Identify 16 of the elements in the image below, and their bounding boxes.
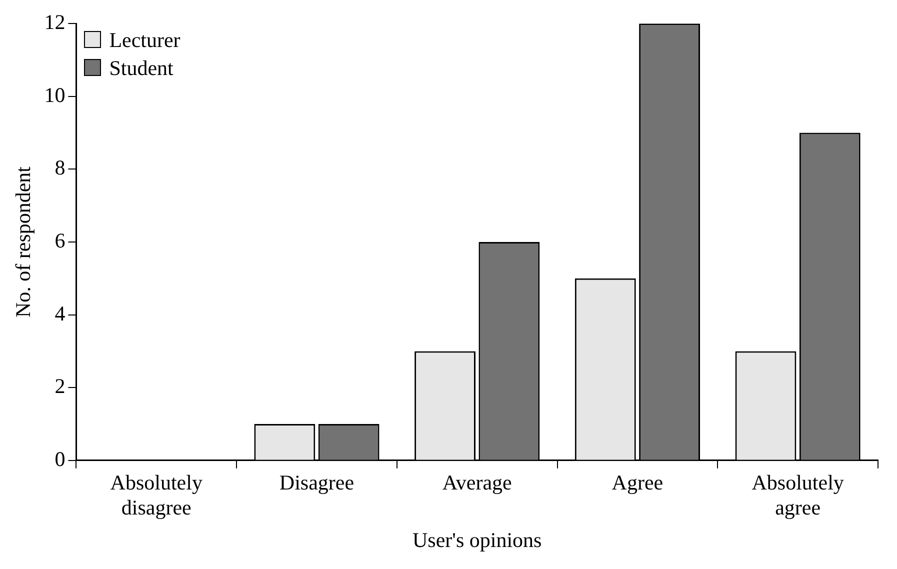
y-tick-label: 8 bbox=[54, 156, 66, 180]
x-tick-label: Absolutely agree bbox=[752, 470, 844, 520]
y-tick-label: 2 bbox=[54, 374, 66, 398]
x-tick-label: Agree bbox=[612, 470, 664, 495]
y-tick-label: 6 bbox=[54, 228, 66, 253]
x-tick-label: Average bbox=[442, 470, 512, 495]
x-tick-label: Disagree bbox=[279, 470, 354, 495]
y-tick-label: 4 bbox=[54, 301, 66, 326]
y-tick-label: 12 bbox=[44, 10, 66, 34]
y-axis-title: No. of respondent bbox=[11, 166, 36, 318]
x-axis-title: User's opinions bbox=[412, 528, 542, 552]
legend-label: Lecturer bbox=[109, 26, 180, 54]
x-tick-label: Absolutely disagree bbox=[110, 470, 203, 520]
y-tick-label: 0 bbox=[54, 446, 66, 471]
legend-label: Student bbox=[109, 54, 174, 82]
y-tick-label: 10 bbox=[44, 82, 66, 107]
